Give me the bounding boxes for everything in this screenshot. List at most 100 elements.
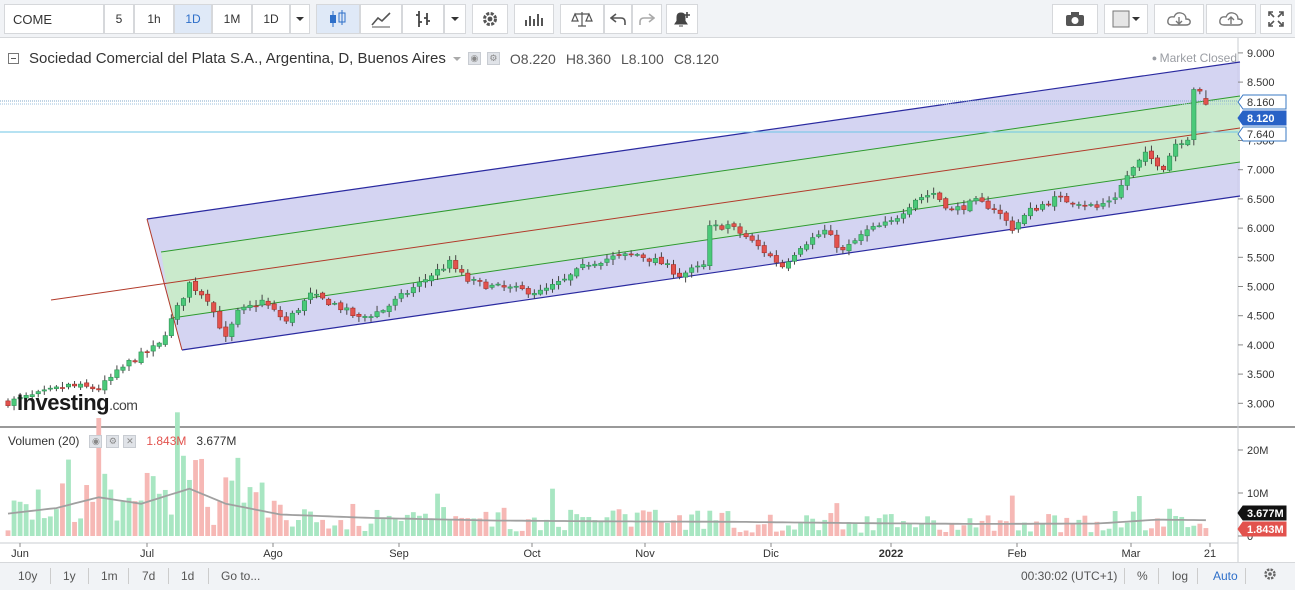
bell-plus-icon — [674, 12, 690, 27]
candle — [931, 187, 937, 199]
candle-body — [1118, 184, 1124, 198]
interval-1d-button[interactable]: 1D — [174, 4, 212, 34]
volume-bar — [120, 501, 126, 536]
range-1y-button[interactable]: 1y — [63, 569, 76, 583]
candle-body — [531, 293, 537, 296]
candle — [126, 358, 132, 371]
volume-bar — [72, 521, 77, 536]
chart-settings-button[interactable] — [1263, 567, 1277, 584]
volume-bar — [1173, 515, 1179, 536]
volume-bar — [1130, 511, 1136, 536]
candle-body — [731, 223, 737, 227]
price-tick-label: 9.000 — [1247, 48, 1275, 60]
candle — [731, 221, 737, 231]
candle — [1155, 155, 1161, 171]
volume-bar — [610, 510, 616, 536]
screenshot-button[interactable] — [1052, 4, 1098, 34]
candle-body — [84, 382, 90, 387]
candle — [537, 284, 543, 296]
alert-button[interactable] — [666, 4, 698, 34]
symbol-input[interactable]: COME — [4, 4, 104, 34]
candle — [967, 198, 973, 213]
eye-icon[interactable]: ◉ — [467, 52, 481, 65]
volume-bar — [344, 529, 350, 536]
candle-body — [519, 285, 525, 290]
cloud-save-button[interactable] — [1206, 4, 1256, 34]
candle — [852, 238, 858, 245]
range-10y-button[interactable]: 10y — [18, 569, 38, 583]
interval-1m-button[interactable]: 1M — [212, 4, 252, 34]
volume-bar — [289, 526, 295, 536]
candle-body — [1015, 222, 1021, 230]
low-value: L8.100 — [621, 50, 664, 67]
interval-1h-button[interactable]: 1h — [134, 4, 174, 34]
candle-body — [973, 198, 979, 202]
candle-body — [816, 234, 822, 237]
volume-bar — [913, 527, 918, 536]
candle-body — [205, 293, 211, 302]
candle-body — [749, 235, 755, 241]
chevron-down-icon[interactable] — [452, 56, 462, 62]
candles-style-button[interactable] — [316, 4, 360, 34]
candle — [144, 349, 150, 358]
collapse-icon[interactable] — [8, 53, 19, 64]
candle — [465, 269, 471, 284]
candle-body — [326, 298, 332, 306]
candle-body — [876, 225, 882, 228]
volume-bar — [96, 418, 102, 536]
cloud-load-button[interactable] — [1154, 4, 1204, 34]
candle-body — [707, 225, 713, 267]
candle-body — [1161, 165, 1167, 170]
interval-custom-button[interactable]: 1D — [252, 4, 290, 34]
chart-area[interactable]: 9.0008.5007.5007.0006.5006.0005.5005.000… — [0, 38, 1295, 562]
goto-button[interactable]: Go to... — [221, 569, 261, 583]
volume-bar — [84, 485, 90, 536]
candle-body — [912, 199, 918, 209]
candle-body — [1167, 155, 1173, 171]
percent-toggle[interactable]: % — [1137, 569, 1148, 583]
gear-icon[interactable]: ⚙ — [486, 52, 500, 65]
candle — [943, 196, 949, 211]
interval-dropdown[interactable] — [290, 4, 310, 34]
gear-icon[interactable]: ⚙ — [106, 434, 120, 448]
log-toggle[interactable]: log — [1172, 569, 1189, 583]
candle — [1118, 179, 1124, 200]
settings-button[interactable] — [472, 4, 508, 34]
clock-display[interactable]: 00:30:02 (UTC+1) — [1021, 569, 1118, 583]
candle — [495, 282, 501, 287]
volume-bar — [175, 412, 180, 536]
separator — [128, 568, 129, 584]
undo-button[interactable] — [604, 4, 632, 34]
fullscreen-button[interactable] — [1260, 4, 1292, 34]
redo-button[interactable] — [632, 4, 662, 34]
candle — [441, 264, 447, 272]
studies-button[interactable] — [514, 4, 554, 34]
volume-bar — [556, 526, 561, 536]
compare-button[interactable] — [402, 4, 444, 34]
candle — [66, 382, 72, 390]
style-dropdown[interactable] — [444, 4, 466, 34]
candle-body — [574, 268, 580, 277]
candle — [84, 379, 90, 389]
candle-body — [586, 264, 592, 267]
range-1m-button[interactable]: 1m — [101, 569, 118, 583]
candle-body — [1064, 196, 1070, 203]
candle — [719, 223, 725, 231]
color-picker-button[interactable] — [1104, 4, 1148, 34]
candle-body — [919, 197, 925, 201]
indicators-button[interactable] — [360, 4, 402, 34]
range-7d-button[interactable]: 7d — [142, 569, 156, 583]
volume-bar — [840, 529, 846, 536]
volume-bar — [773, 531, 779, 536]
line-chart-icon — [371, 12, 391, 28]
close-icon[interactable]: ✕ — [123, 434, 137, 448]
eye-icon[interactable]: ◉ — [89, 434, 103, 448]
candle — [937, 191, 943, 203]
auto-scale-toggle[interactable]: Auto — [1213, 569, 1238, 583]
interval-5-button[interactable]: 5 — [104, 4, 134, 34]
range-1d-button[interactable]: 1d — [181, 569, 195, 583]
volume-bar — [435, 493, 440, 536]
candle-body — [804, 244, 810, 250]
investing-logo: Investing.com — [17, 390, 138, 415]
balance-button[interactable] — [560, 4, 604, 34]
